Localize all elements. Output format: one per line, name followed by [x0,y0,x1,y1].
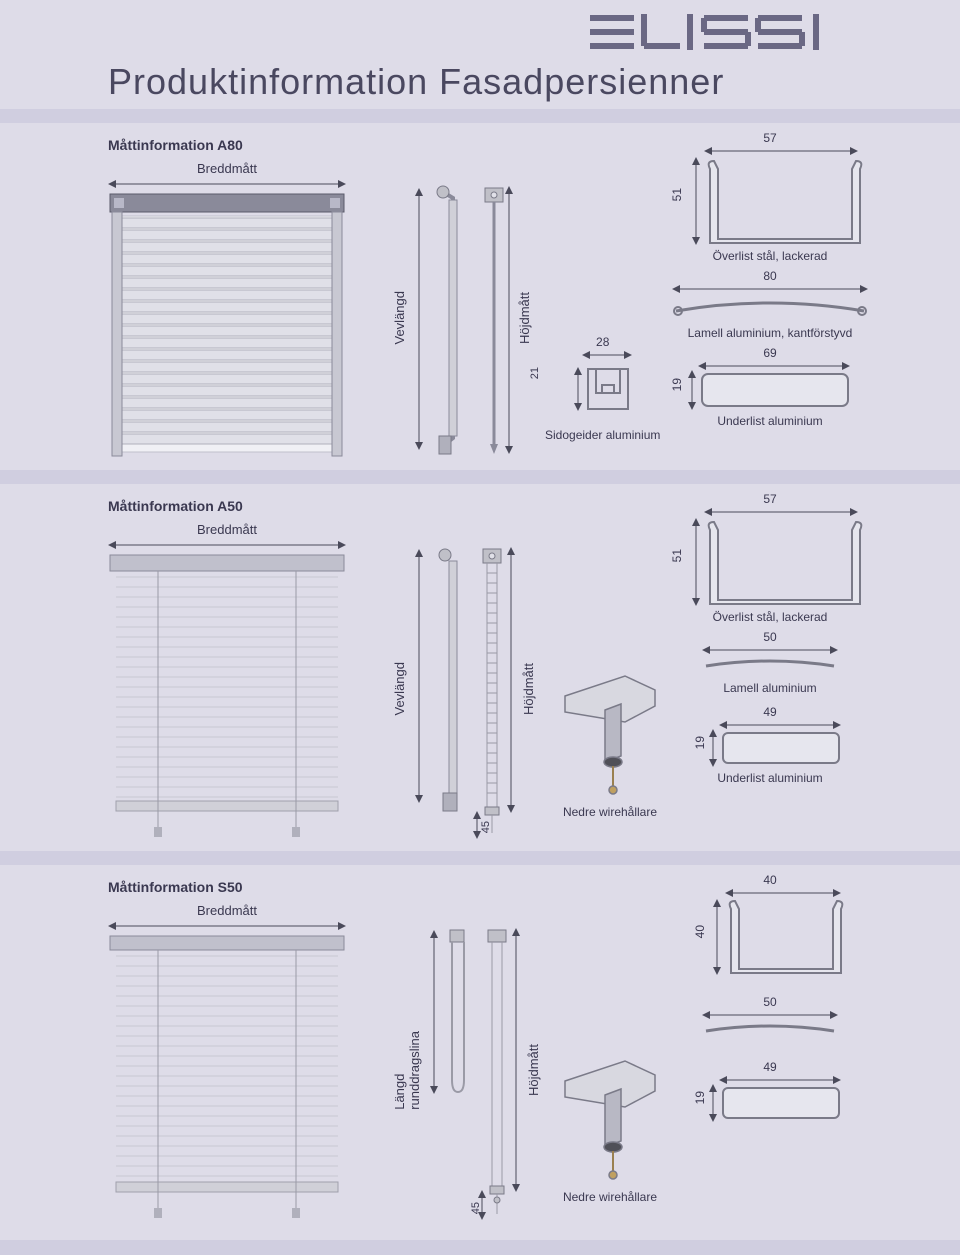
breddmatt-a80: Breddmått [108,161,346,176]
overlist-profile-a50 [684,506,864,606]
sidogeider-w-a80: 28 [545,335,660,349]
hojdmatt-s50: Höjdmått [526,1044,541,1096]
overlist-h-a50: 51 [670,549,684,562]
crank-a50 [413,539,473,839]
blind-a80 [108,178,346,458]
sidogeider-icon [568,349,638,419]
underlist-h-a80: 19 [670,378,684,391]
lamell-w-a80: 80 [670,269,870,283]
lamell-w-s50: 50 [670,995,870,1009]
sidogeider-h-a80: 21 [529,367,541,379]
cord-s50 [428,920,478,1220]
header: Produktinformation Fasadpersienner [0,0,960,109]
overlist-h-s50: 40 [693,925,707,938]
blind-a50 [108,539,346,839]
blind-s50 [108,920,346,1220]
underlist-profile-a50 [707,719,847,767]
overlist-w-a50: 57 [670,492,870,506]
overlist-w-a80: 57 [670,131,870,145]
page-title: Produktinformation Fasadpersienner [0,61,960,103]
underlist-profile-a80 [684,360,854,410]
overlist-caption-a50: Överlist stål, lackerad [670,610,870,624]
sidogeider-caption-a80: Sidogeider aluminium [545,428,660,442]
underlist-w-a50: 49 [670,705,870,719]
wire-caption-a50: Nedre wirehållare [545,805,675,819]
hojdmatt-a80: Höjdmått [517,292,532,344]
wire-dim-a50: 45 [480,821,492,833]
hojdmatt-a50: Höjdmått [521,663,536,715]
overlist-caption-a80: Överlist stål, lackerad [670,249,870,263]
wire-dim-s50: 45 [470,1202,482,1214]
lamell-caption-a50: Lamell aluminium [670,681,870,695]
lamell-w-a50: 50 [670,630,870,644]
lamell-profile-a80 [670,283,870,317]
lamell-caption-a80: Lamell aluminium, kantförstyvd [670,326,870,340]
lamell-profile-a50 [700,644,840,672]
underlist-profile-s50 [707,1074,847,1122]
breddmatt-a50: Breddmått [108,522,346,537]
overlist-profile-a80 [684,145,864,245]
section-a50: Måttinformation A50 Breddmått [0,484,960,851]
underlist-h-s50: 19 [693,1091,707,1104]
breddmatt-s50: Breddmått [108,903,346,918]
overlist-profile-s50 [707,887,847,977]
underlist-caption-a80: Underlist aluminium [670,414,870,428]
overlist-h-a80: 51 [670,188,684,201]
crank-a80 [413,178,473,458]
wire-caption-s50: Nedre wirehållare [545,1190,675,1204]
underlist-w-a80: 69 [670,346,870,360]
vevlangd-a50: Vevlängd [392,662,407,716]
brand-logo [0,12,960,57]
underlist-w-s50: 49 [670,1060,870,1074]
langd-s50: Längd runddragslina [392,1031,422,1110]
section-s50: Måttinformation S50 Breddmått [0,865,960,1240]
height-a80 [473,178,513,458]
overlist-w-s50: 40 [670,873,870,887]
wireholder-icon-a50 [555,666,665,796]
vevlangd-a80: Vevlängd [392,291,407,345]
height-a50 [473,539,517,839]
underlist-caption-a50: Underlist aluminium [670,771,870,785]
wireholder-icon-s50 [555,1051,665,1181]
page: Produktinformation Fasadpersienner Måtti… [0,0,960,1240]
lamell-profile-s50 [700,1009,840,1037]
section-a80: Måttinformation A80 Breddmått [0,123,960,470]
underlist-h-a50: 19 [693,736,707,749]
height-s50 [478,920,522,1220]
